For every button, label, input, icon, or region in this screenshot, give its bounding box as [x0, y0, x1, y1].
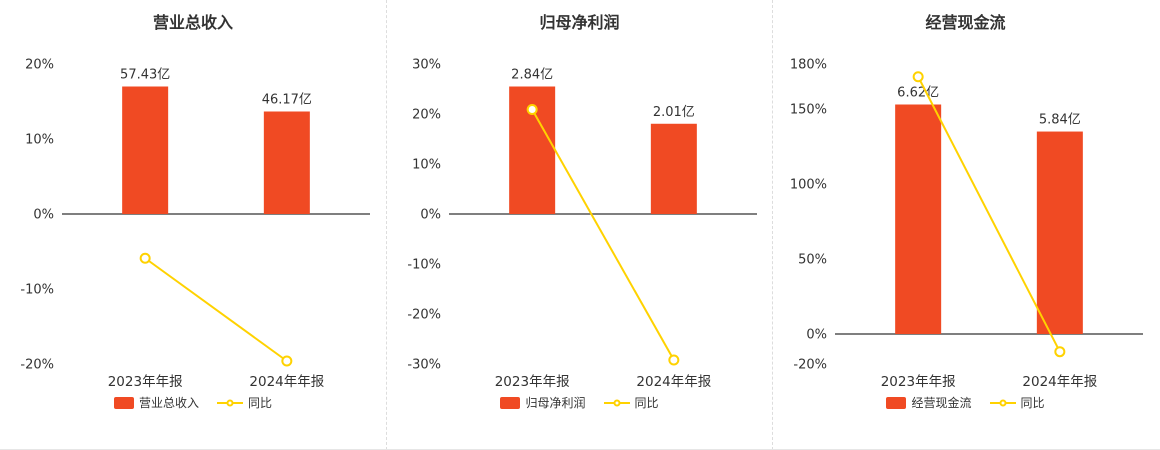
y-tick-label: 10%: [412, 158, 441, 173]
chart-legend: 经营现金流 同比: [877, 394, 1053, 411]
x-axis-label: 2024年年报: [1022, 374, 1097, 390]
y-tick-label: 180%: [789, 58, 826, 73]
legend-line-label: 同比: [1020, 396, 1045, 410]
y-tick-label: 30%: [412, 58, 441, 73]
y-tick-label: -10%: [20, 283, 54, 298]
bar-value-label: 57.43亿: [120, 68, 170, 83]
bar-value-label: 46.17亿: [262, 92, 312, 107]
y-tick-label: -20%: [20, 358, 54, 373]
bar-2024年年报[interactable]: [1036, 131, 1083, 334]
y-tick-label: 20%: [412, 108, 441, 123]
legend-item-bar[interactable]: 营业总收入: [113, 394, 199, 411]
bar-value-label: 2.84亿: [511, 68, 553, 83]
bar-value-label: 5.84亿: [1038, 113, 1080, 128]
y-tick-label: -20%: [407, 308, 441, 323]
y-tick-label: 0%: [806, 328, 827, 343]
panel-net-profit: 归母净利润 30% 20% 10% 0% -10% -20% -30% 2.84亿 2.01亿 2…: [386, 0, 773, 449]
y-tick-label: -30%: [407, 358, 441, 373]
yoy-line: [530, 109, 675, 361]
bar-2023年年报[interactable]: [894, 104, 941, 335]
y-tick-label: 0%: [33, 208, 54, 223]
legend-bar-label: 归母净利润: [525, 396, 586, 410]
bar-2024年年报[interactable]: [650, 123, 697, 214]
bar-value-label: 2.01亿: [652, 105, 694, 120]
legend-bar-label: 经营现金流: [911, 396, 972, 410]
bar-series-swatch: [113, 396, 134, 409]
panel-operating-cashflow: 经营现金流 180% 150% 100% 50% 0% -20% 6.62亿 5.84亿 202…: [772, 0, 1159, 449]
y-tick-label: 0%: [420, 208, 441, 223]
legend-item-bar[interactable]: 归母净利润: [500, 394, 586, 411]
legend-item-line[interactable]: 同比: [603, 394, 659, 411]
yoy-line: [916, 76, 1061, 353]
legend-line-label: 同比: [248, 396, 273, 410]
panel-revenue: 营业总收入 20% 10% 0% -10% -20% 57.43亿 46.17亿 2023年年…: [0, 0, 386, 449]
line-marker-icon: [999, 399, 1006, 406]
y-tick-label: 150%: [789, 103, 826, 118]
bar-2024年年报[interactable]: [263, 111, 310, 214]
x-axis-label: 2023年年报: [494, 374, 569, 390]
revenue-chart-canvas[interactable]: 20% 10% 0% -10% -20% 57.43亿 46.17亿 2023年年报 2024年…: [0, 34, 386, 406]
bar-series-swatch: [500, 396, 521, 409]
chart-title: 归母净利润: [539, 13, 620, 32]
line-series-swatch: [989, 397, 1016, 409]
chart-title: 营业总收入: [152, 13, 233, 32]
cashflow-chart-canvas[interactable]: 180% 150% 100% 50% 0% -20% 6.62亿 5.84亿 2023年年报 20…: [773, 34, 1159, 406]
y-tick-label: 20%: [25, 58, 54, 73]
bar-series-swatch: [886, 396, 907, 409]
x-axis-label: 2023年年报: [880, 374, 955, 390]
line-series-swatch: [217, 397, 243, 409]
chart-legend: 归母净利润 同比: [491, 394, 667, 411]
line-marker-icon: [226, 399, 234, 406]
y-tick-label: 10%: [25, 133, 54, 148]
x-axis-label: 2024年年报: [249, 374, 324, 390]
line-series-swatch: [603, 397, 630, 409]
legend-item-line[interactable]: 同比: [989, 394, 1045, 411]
yoy-point[interactable]: [1053, 346, 1065, 358]
legend-item-line[interactable]: 同比: [217, 394, 272, 411]
yoy-point[interactable]: [281, 355, 293, 367]
x-axis-label: 2024年年报: [636, 374, 711, 390]
y-tick-label: 100%: [789, 178, 826, 193]
yoy-point[interactable]: [912, 71, 924, 83]
yoy-line: [144, 257, 288, 362]
chart-title: 经营现金流: [925, 13, 1006, 32]
y-tick-label: 50%: [798, 253, 827, 268]
y-tick-label: -20%: [793, 358, 827, 373]
legend-line-label: 同比: [634, 396, 659, 410]
chart-legend: 营业总收入 同比: [105, 394, 281, 411]
legend-bar-label: 营业总收入: [138, 396, 199, 410]
yoy-point[interactable]: [139, 252, 151, 264]
yoy-point[interactable]: [526, 104, 538, 115]
x-axis-label: 2023年年报: [108, 374, 183, 390]
legend-item-bar[interactable]: 经营现金流: [886, 394, 972, 411]
bar-value-label: 6.62亿: [897, 86, 939, 101]
bar-2023年年报[interactable]: [122, 86, 169, 215]
line-marker-icon: [613, 399, 620, 406]
y-tick-label: -10%: [407, 258, 441, 273]
yoy-point[interactable]: [667, 354, 679, 366]
net-profit-chart-canvas[interactable]: 30% 20% 10% 0% -10% -20% -30% 2.84亿 2.01亿 2023年年报…: [387, 34, 773, 406]
